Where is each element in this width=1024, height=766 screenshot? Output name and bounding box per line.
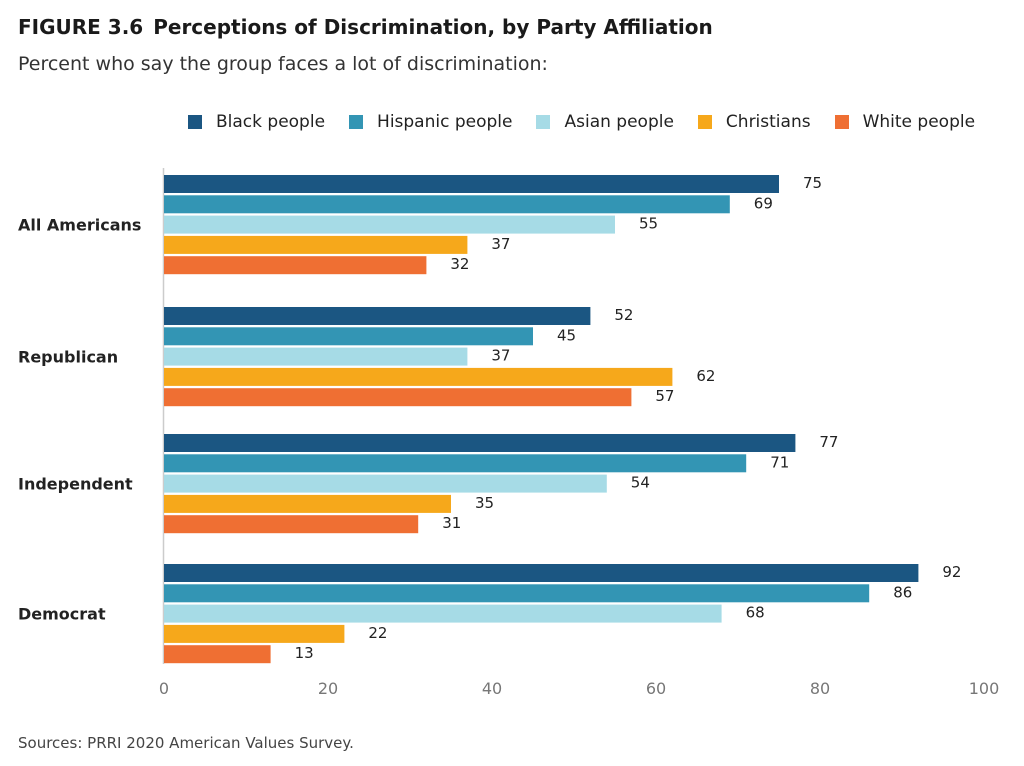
legend-item: White people [834,112,976,132]
data-label: 71 [770,453,789,471]
data-label: 13 [295,644,314,662]
bar [164,347,468,366]
category-label: All Americans [18,216,141,235]
data-label: 68 [746,604,765,622]
legend-item: Asian people [536,112,674,132]
bar [164,515,419,534]
bar [164,564,919,582]
data-label: 86 [893,583,912,601]
data-label: 35 [475,494,494,512]
data-label: 22 [368,624,387,642]
category-label: Independent [18,475,133,494]
legend-swatch [834,115,849,129]
figure-number: FIGURE 3.6 [18,15,144,39]
x-tick-label: 20 [318,679,338,698]
bar [164,624,345,643]
legend-label: Hispanic people [377,112,513,132]
legend-swatch [697,115,712,129]
legend-swatch [536,115,551,129]
data-label: 45 [557,326,576,344]
legend-swatch [188,115,202,129]
data-label: 77 [819,433,838,451]
category-label: Democrat [18,605,106,624]
source-note: Sources: PRRI 2020 American Values Surve… [18,734,354,752]
data-label: 31 [442,514,461,532]
legend-label: White people [862,112,976,132]
bar [164,327,533,346]
bar [164,494,451,513]
data-label: 55 [639,215,658,233]
data-label: 37 [491,347,510,365]
chart-legend: Black people Hispanic people Asian people C… [188,112,975,132]
bar [164,175,779,193]
x-tick-label: 80 [810,679,830,698]
figure-title-text: Perceptions of Discrimination, by Party … [153,15,713,39]
data-label: 54 [631,474,650,492]
x-tick-label: 60 [646,679,666,698]
figure-title: FIGURE 3.6 Perceptions of Discrimination,… [18,15,713,39]
bar [164,434,796,452]
data-label: 75 [803,174,822,192]
legend-item: Hispanic people [349,112,512,132]
x-tick-label: 100 [969,679,1000,698]
legend-item: Christians [697,112,811,132]
bar [164,256,427,275]
data-label: 69 [754,194,773,212]
bar [164,454,747,473]
bar [164,195,730,214]
data-label: 52 [614,306,633,324]
bar [164,235,468,254]
data-label: 32 [450,255,469,273]
bar [164,215,615,234]
legend-label: Black people [216,112,326,132]
bar [164,604,722,623]
figure-subtitle: Percent who say the group faces a lot of… [18,53,548,75]
x-tick-label: 40 [482,679,502,698]
legend-swatch [349,115,364,129]
bar [164,388,632,407]
x-tick-label: 0 [159,679,169,698]
bar [164,367,673,386]
data-label: 62 [696,367,715,385]
bar [164,645,271,664]
legend-label: Christians [725,112,811,132]
legend-item: Black people [188,112,325,132]
bar [164,474,607,493]
data-label: 92 [942,563,961,581]
category-label: Republican [18,348,118,367]
bar [164,307,591,325]
bar [164,584,870,603]
legend-label: Asian people [564,112,674,132]
data-label: 57 [655,387,674,405]
data-label: 37 [491,235,510,253]
